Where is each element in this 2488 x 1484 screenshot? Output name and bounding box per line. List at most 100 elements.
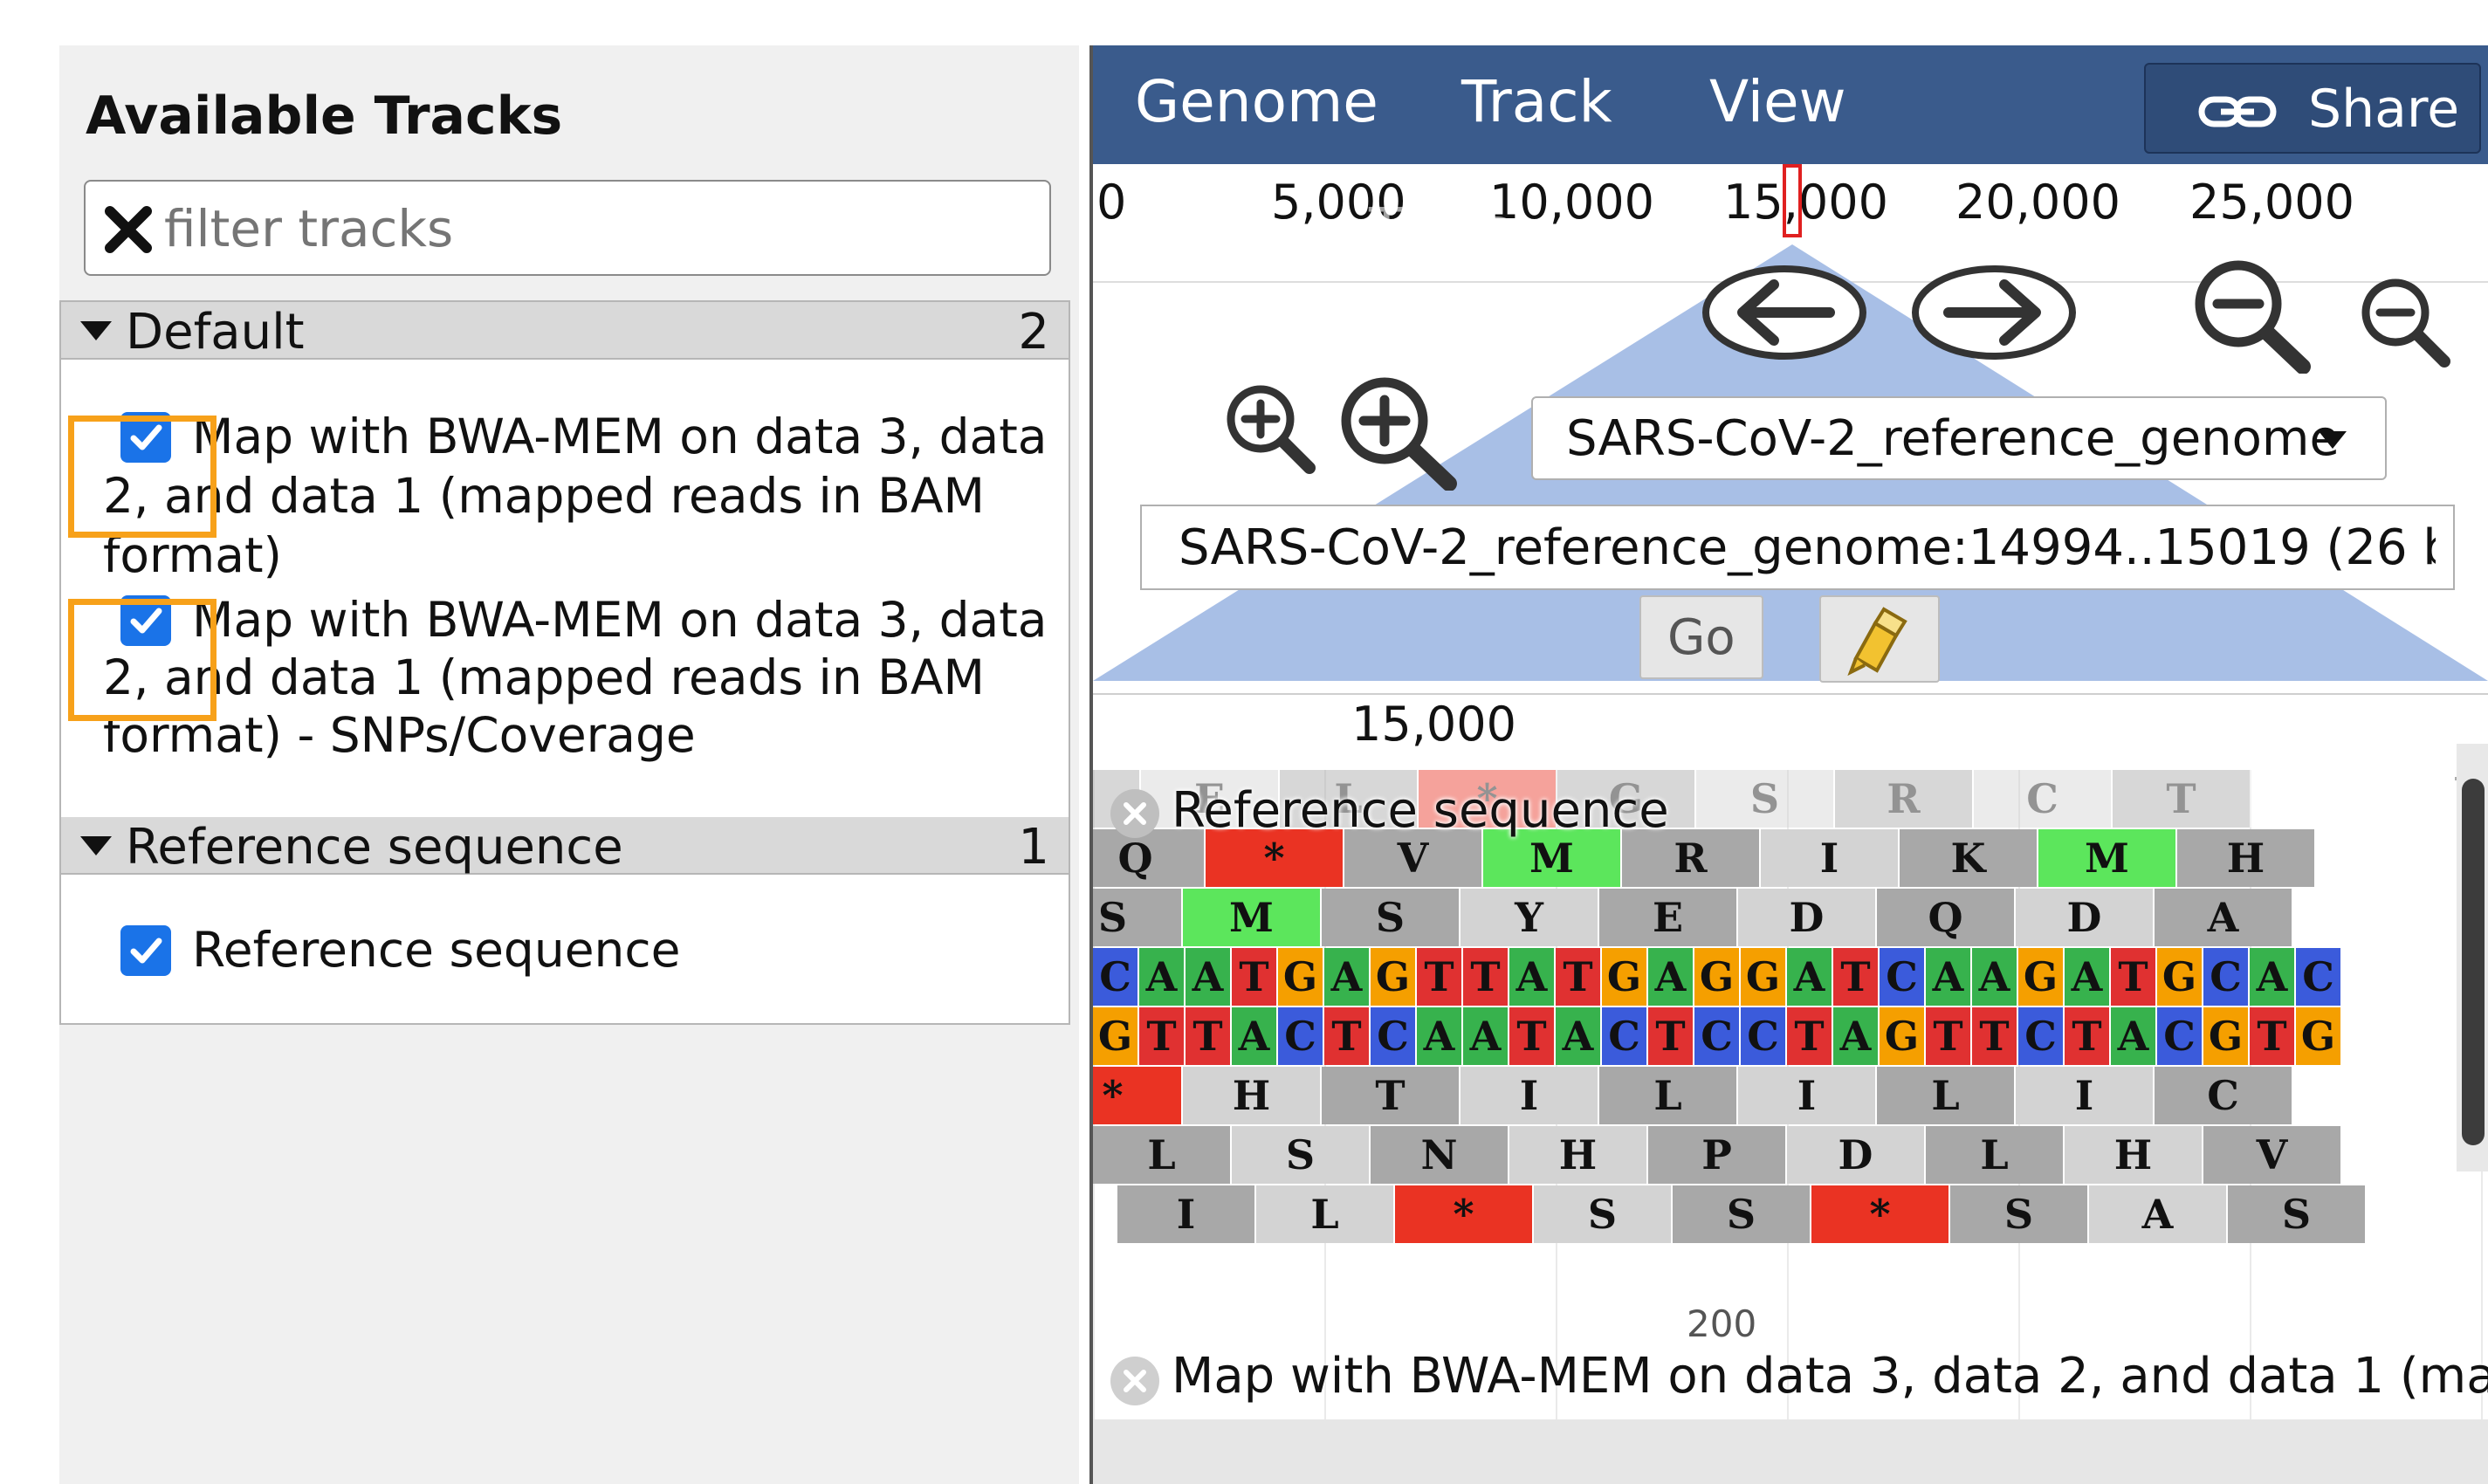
amino-acid-cell: E [1141,770,1280,828]
track-label-bwa-mem: Map with BWA-MEM on data 3, data 2, and … [1110,1337,2488,1416]
close-track-icon[interactable] [1110,1357,1159,1405]
nucleotide-cell: A [1324,948,1371,1006]
nucleotide-cell: T [1232,948,1278,1006]
nucleotide-cell: C [2203,948,2250,1006]
filter-tracks-input[interactable] [164,196,1037,262]
location-box[interactable] [1140,505,2455,590]
amino-acid-cell: L [1877,1067,2016,1124]
amino-acid-cell: C [1974,770,2113,828]
position-marker[interactable] [1783,164,1802,237]
highlight-box [68,599,216,721]
reference-sequence-select[interactable]: SARS-CoV-2_reference_genome [1531,396,2387,480]
nucleotide-cell: A [1417,1007,1463,1065]
track-label-line2: 2, and data 1 (mapped reads in BAM [103,649,985,705]
amino-acid-cell: * [1093,1067,1183,1124]
nucleotide-cell: A [1509,948,1556,1006]
nucleotide-cell: T [2111,948,2157,1006]
nucleotide-cell: G [2157,948,2203,1006]
vertical-scrollbar[interactable] [2457,744,2488,1171]
nucleotide-cell: G [1694,948,1741,1006]
nucleotide-cell: T [1186,1007,1232,1065]
check-icon [130,424,162,450]
scrollbar-thumb[interactable] [2462,779,2485,1145]
collapse-triangle-icon[interactable] [80,836,112,855]
nucleotide-cell: C [1371,1007,1417,1065]
overview-tick: 20,000 [1955,175,2120,230]
nucleotide-cell: C [1741,1007,1787,1065]
nucleotide-cell: A [1139,948,1186,1006]
amino-acid-cell: K [1900,829,2038,887]
amino-acid-cell: I [1738,1067,1877,1124]
nucleotide-cell: G [1371,948,1417,1006]
nucleotide-cell: A [1972,948,2018,1006]
clear-filter-icon[interactable] [103,204,154,255]
nucleotide-cell: G [1093,1007,1139,1065]
zoom-in-small-icon[interactable] [1222,381,1318,477]
nucleotide-cell: T [1833,948,1880,1006]
track-label-line2: 2, and data 1 (mapped reads in BAM [103,468,985,524]
track-label-text: Map with BWA-MEM on data 3, data 2, and … [1172,1348,2488,1405]
nucleotide-cell: C [1602,1007,1648,1065]
amino-acid-cell: S [1093,889,1183,946]
highlight-button[interactable] [1819,595,1940,683]
amino-acid-cell: L [1926,1126,2065,1184]
amino-acid-cell: T [2113,770,2251,828]
track-item-reference-sequence[interactable]: Reference sequence [61,913,1056,1000]
amino-acid-cell: S [1673,1185,1811,1243]
amino-acid-cell: S [1232,1126,1371,1184]
go-button[interactable]: Go [1639,595,1763,679]
menu-track[interactable]: Track [1461,68,1612,135]
reverse-frame-3: I L * S S * S A S [1093,1185,2455,1243]
nucleotide-cell: T [1324,1007,1371,1065]
close-track-icon[interactable] [1110,789,1159,838]
reference-sequence-value: SARS-CoV-2_reference_genome [1566,410,2340,467]
amino-acid-cell: P [1648,1126,1787,1184]
scale-label: 15,000 [1351,697,1516,752]
menu-view[interactable]: View [1709,68,1846,135]
amino-acid-cell: S [2228,1185,2367,1243]
nucleotide-cell: C [2296,948,2342,1006]
filter-tracks-box[interactable] [84,180,1051,276]
panel-divider[interactable] [1089,45,1093,1484]
share-button[interactable]: Share [2144,63,2481,154]
panel-title: Available Tracks [86,86,563,147]
nucleotide-cell: A [2065,948,2111,1006]
track-label-text: Reference sequence [1172,782,1669,839]
amino-acid-cell: Y [1460,889,1599,946]
menu-genome[interactable]: Genome [1135,68,1378,135]
category-reference-header[interactable]: Reference sequence 1 [61,817,1069,876]
category-default-header[interactable]: Default 2 [61,302,1069,361]
track-checkbox[interactable] [120,925,171,976]
nucleotide-cell: A [1833,1007,1880,1065]
genome-browser-view: Genome Track View Share 0 5,000 10,000 1… [1093,45,2488,1484]
amino-acid-cell: R [1622,829,1761,887]
amino-acid-cell: A [2155,889,2293,946]
location-input[interactable] [1179,519,2436,576]
track-label: Reference sequence [192,922,681,978]
nucleotide-cell: A [1556,1007,1602,1065]
zoom-out-small-icon[interactable] [2357,274,2453,370]
track-label-reference: Reference sequence [1110,770,1774,843]
nucleotide-cell: G [2296,1007,2342,1065]
amino-acid-cell: S [1322,889,1460,946]
amino-acid-cell: * [1419,770,1557,828]
nucleotide-cell: A [1787,948,1833,1006]
nucleotide-cell: T [1787,1007,1833,1065]
nucleotide-cell: G [1741,948,1787,1006]
go-label: Go [1667,609,1735,666]
nucleotide-cell: A [2250,948,2296,1006]
amino-acid-cell: H [2177,829,2316,887]
amino-acid-cell: R [1835,770,1974,828]
menu-help-ghost: Help [1137,196,1268,263]
amino-acid-cell: D [2016,889,2155,946]
pan-right-button[interactable] [1908,262,2079,363]
zoom-in-large-icon[interactable] [1334,372,1461,491]
amino-acid-cell: L [1093,1126,1232,1184]
nucleotide-cell: G [2018,948,2065,1006]
amino-acid-cell: L [1256,1185,1395,1243]
pan-left-button[interactable] [1699,262,1870,363]
nucleotide-cell: C [1694,1007,1741,1065]
collapse-triangle-icon[interactable] [80,321,112,340]
zoom-out-large-icon[interactable] [2188,255,2315,374]
